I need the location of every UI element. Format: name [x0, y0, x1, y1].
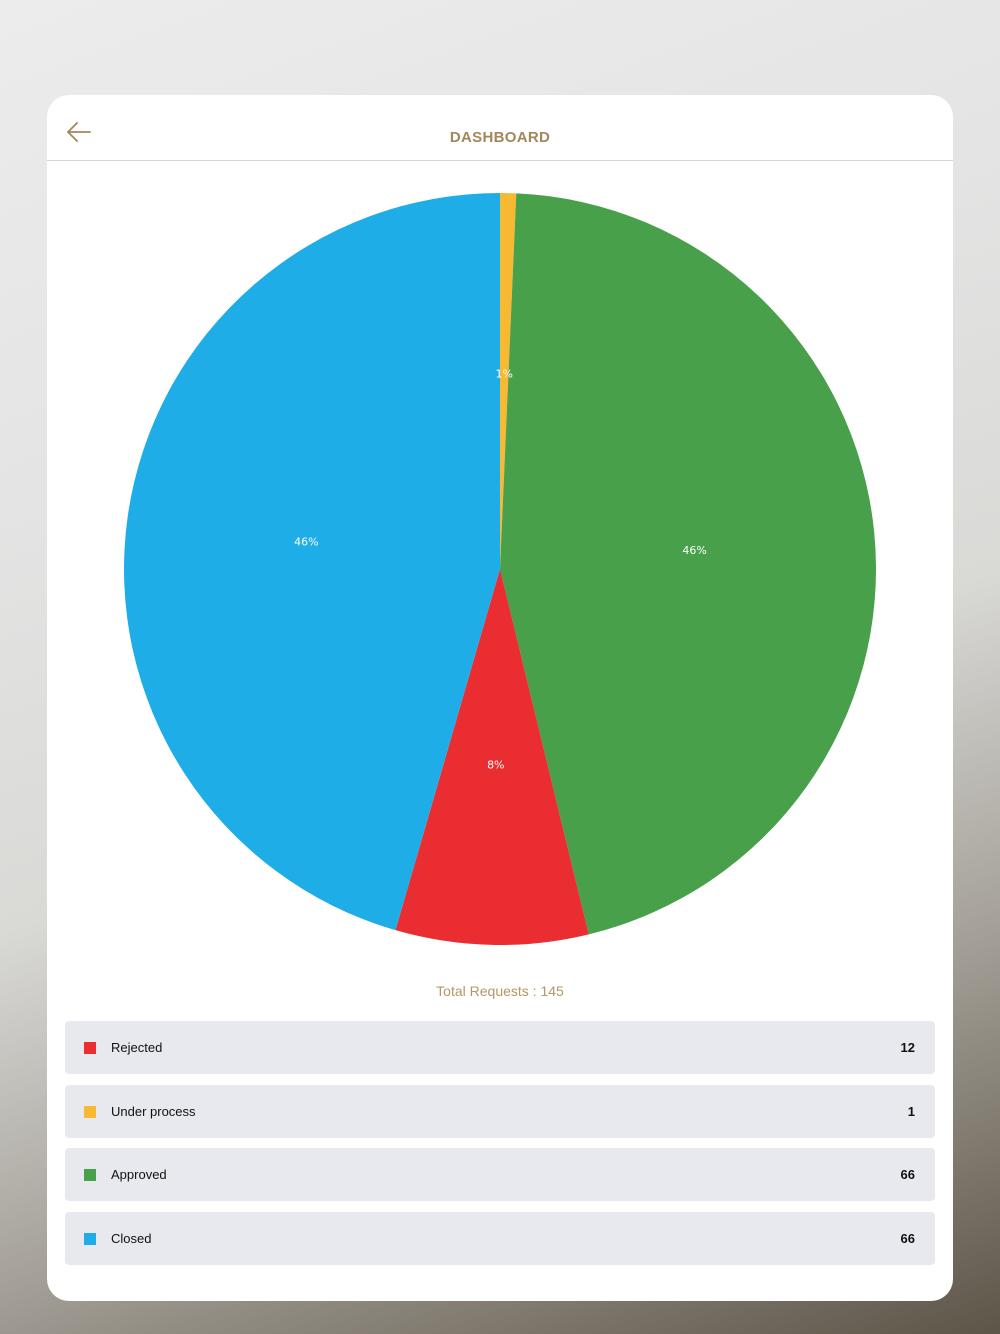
legend-item-closed[interactable]: Closed 66 [65, 1211, 935, 1265]
page-title: DASHBOARD [449, 129, 551, 146]
pie-label-under-process: 1% [495, 368, 512, 381]
pie-chart: 1% 46% 8% 46% [124, 193, 876, 945]
legend-value: 66 [900, 1230, 915, 1246]
legend-item-rejected[interactable]: Rejected 12 [65, 1021, 935, 1074]
pie-label-rejected: 8% [487, 759, 504, 772]
legend-value: 12 [900, 1040, 915, 1055]
approved-swatch [84, 1169, 96, 1181]
legend-label: Under process [111, 1103, 196, 1119]
legend-list: Rejected 12 Under process 1 Approved 66 … [65, 1021, 935, 1275]
pie-slice-under-process[interactable] [500, 193, 517, 569]
total-requests: Total Requests : 145 [436, 983, 564, 999]
legend-value: 1 [907, 1103, 915, 1119]
pie-slice-closed[interactable] [124, 193, 500, 931]
legend-value: 66 [900, 1167, 915, 1182]
legend-item-under-process[interactable]: Under process 1 [65, 1084, 935, 1138]
arrow-left-icon [67, 122, 91, 142]
pie-label-closed: 46% [294, 536, 318, 549]
dashboard-card: DASHBOARD 1% 46% 8% 46% Total Requests : 14… [47, 95, 953, 1301]
legend-label: Rejected [111, 1040, 163, 1055]
under-process-swatch [84, 1105, 96, 1118]
rejected-swatch [84, 1042, 96, 1054]
legend-item-approved[interactable]: Approved 66 [65, 1148, 935, 1201]
back-button[interactable] [61, 117, 97, 147]
closed-swatch [84, 1232, 96, 1245]
pie-slice-rejected[interactable] [395, 569, 589, 945]
pie-slice-approved[interactable] [500, 193, 876, 935]
legend-label: Closed [111, 1230, 152, 1246]
pie-label-approved: 46% [682, 544, 706, 557]
header-bar: DASHBOARD [47, 95, 953, 161]
legend-label: Approved [111, 1167, 167, 1182]
